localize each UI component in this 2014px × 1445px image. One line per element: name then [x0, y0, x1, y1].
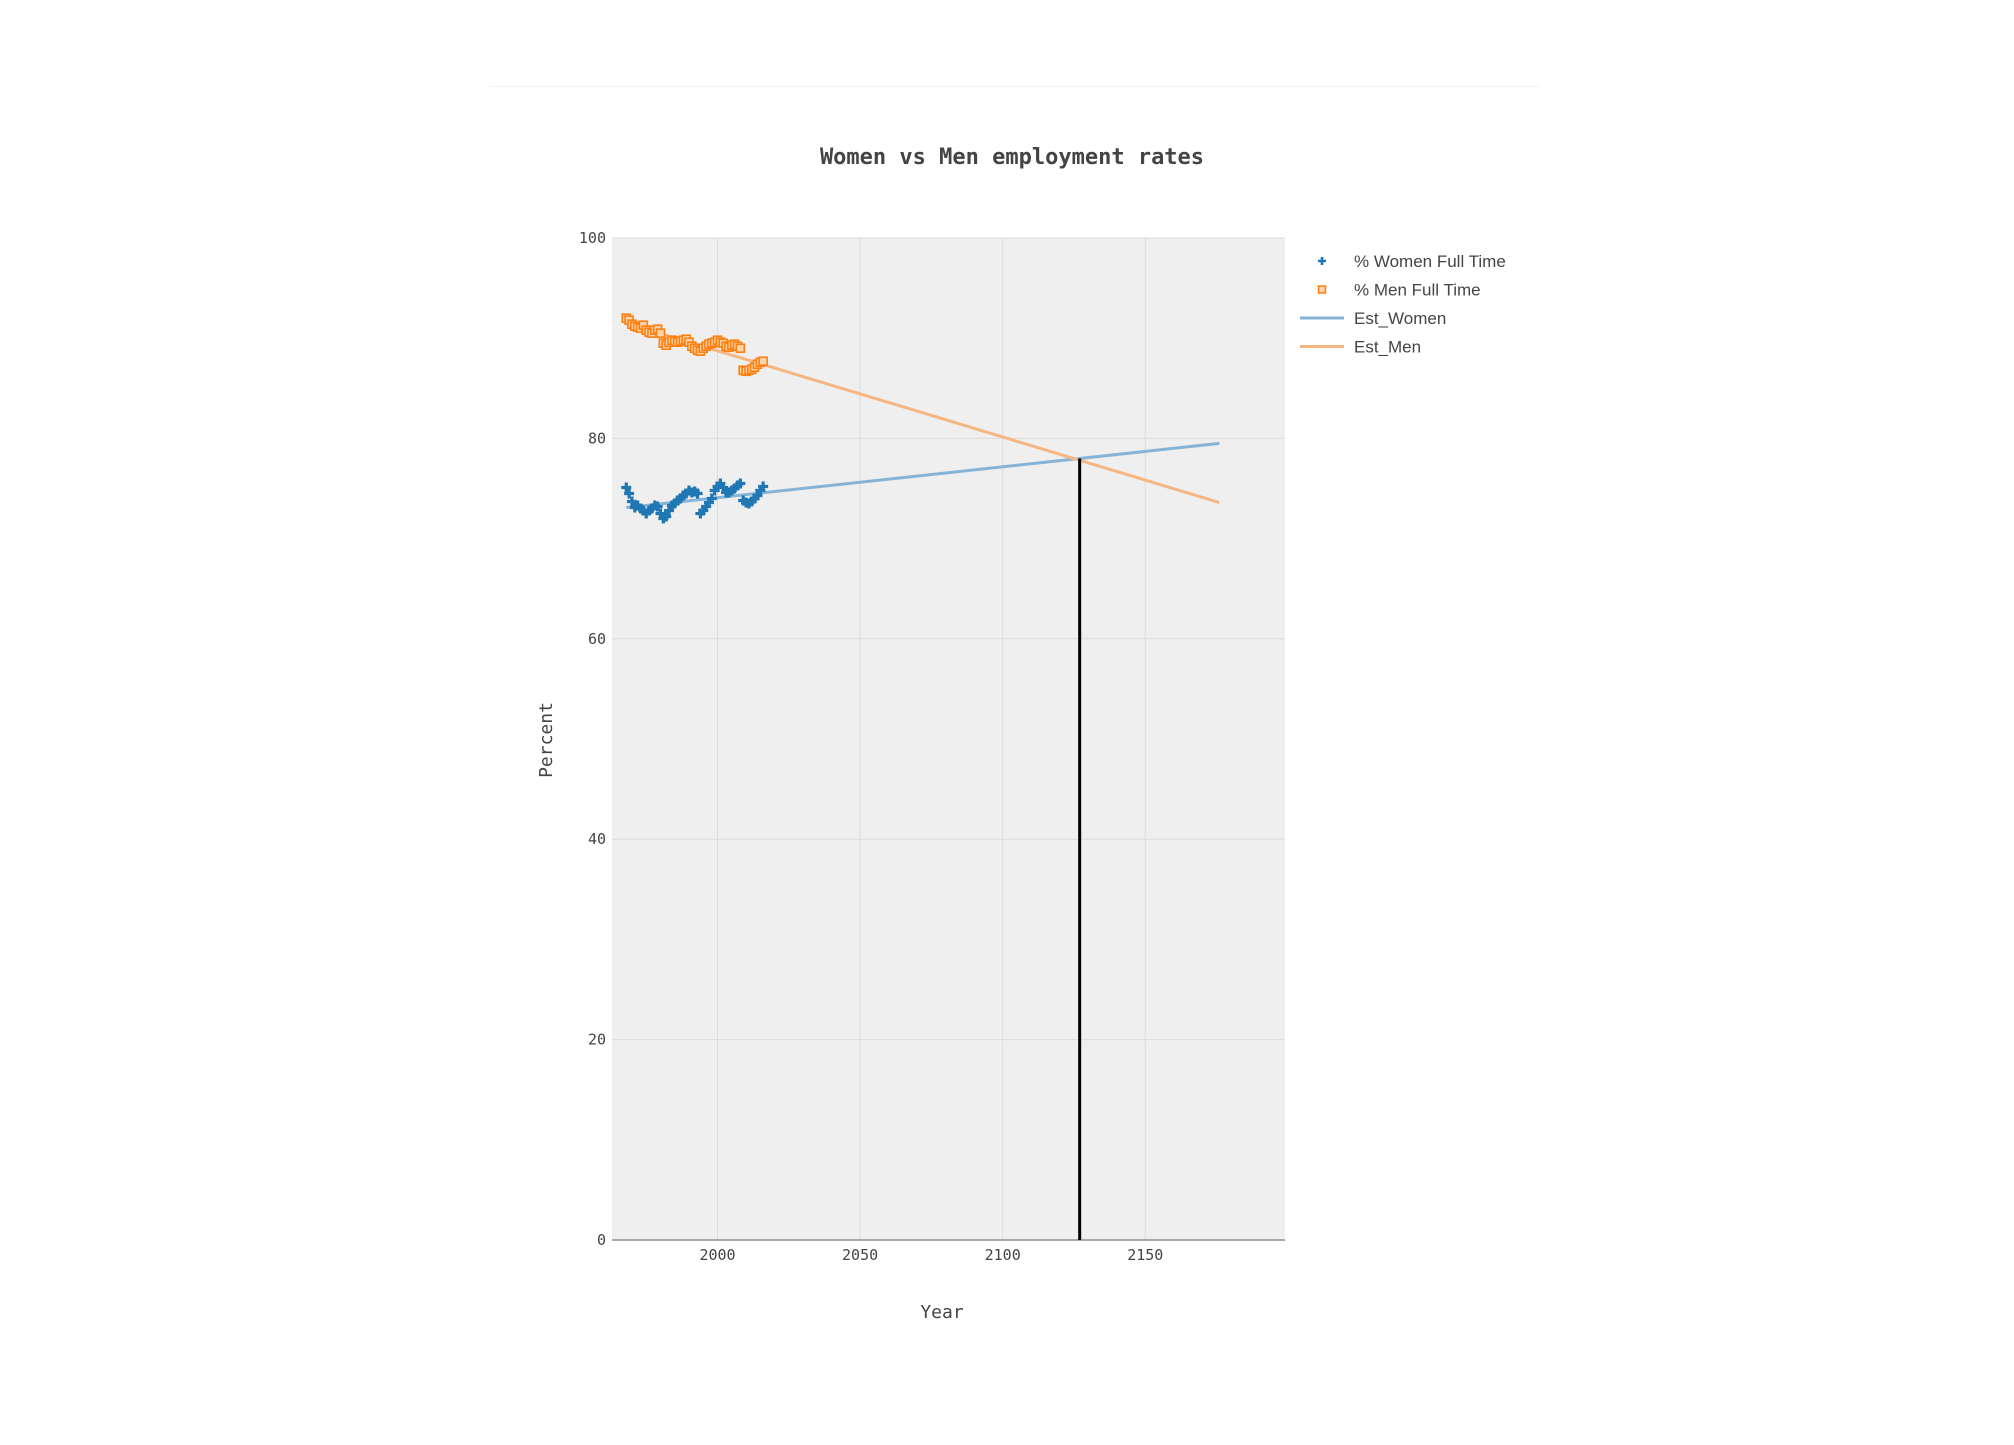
- legend[interactable]: % Women Full Time % Men Full Time Est_Wome…: [1300, 252, 1506, 357]
- x-tick-label: 2100: [985, 1246, 1021, 1264]
- data-point[interactable]: [758, 481, 769, 492]
- y-axis-label: Percent: [536, 702, 557, 778]
- x-tick-label: 2150: [1127, 1246, 1163, 1264]
- series-line-3: [625, 321, 1220, 504]
- grid-lines: [612, 237, 1285, 1240]
- y-tick-label: 40: [588, 830, 606, 848]
- data-point[interactable]: [752, 490, 763, 501]
- legend-item-0[interactable]: % Women Full Time: [1318, 252, 1506, 271]
- legend-item-1[interactable]: % Men Full Time: [1317, 281, 1481, 300]
- top-divider: [490, 86, 1540, 87]
- legend-label: Est_Men: [1354, 338, 1421, 357]
- data-point[interactable]: [621, 482, 632, 493]
- y-tick-label: 80: [588, 429, 606, 447]
- data-point[interactable]: [652, 501, 663, 512]
- legend-label: % Women Full Time: [1354, 252, 1506, 271]
- x-tick-label: 2000: [699, 1246, 735, 1264]
- legend-label: % Men Full Time: [1354, 281, 1481, 300]
- data-point[interactable]: [692, 488, 703, 499]
- x-axis-label: Year: [920, 1302, 964, 1323]
- plot-background: [612, 238, 1285, 1240]
- data-point[interactable]: [655, 328, 666, 338]
- data-point[interactable]: [735, 343, 746, 354]
- legend-item-2[interactable]: Est_Women: [1300, 309, 1446, 328]
- legend-swatch: [1318, 257, 1326, 265]
- data-point[interactable]: [655, 508, 666, 519]
- y-tick-label: 0: [597, 1231, 606, 1249]
- chart-title: Women vs Men employment rates: [820, 145, 1204, 170]
- legend-label: Est_Women: [1354, 309, 1446, 328]
- data-point[interactable]: [718, 482, 729, 493]
- legend-swatch: [1317, 285, 1327, 294]
- data-point[interactable]: [735, 478, 746, 489]
- data-point[interactable]: [661, 511, 672, 522]
- tick-labels: 2000 2050 2100 2150 0 20 40 60 80 100: [579, 229, 1163, 1264]
- data-point[interactable]: [626, 496, 637, 507]
- data-markers: [621, 313, 769, 524]
- data-point[interactable]: [706, 493, 717, 504]
- y-tick-label: 20: [588, 1031, 606, 1049]
- y-tick-label: 100: [579, 229, 606, 247]
- y-tick-label: 60: [588, 630, 606, 648]
- data-point[interactable]: [664, 505, 675, 516]
- x-tick-label: 2050: [842, 1246, 878, 1264]
- legend-item-3[interactable]: Est_Men: [1300, 338, 1421, 357]
- data-point[interactable]: [624, 488, 635, 499]
- data-point[interactable]: [758, 356, 768, 367]
